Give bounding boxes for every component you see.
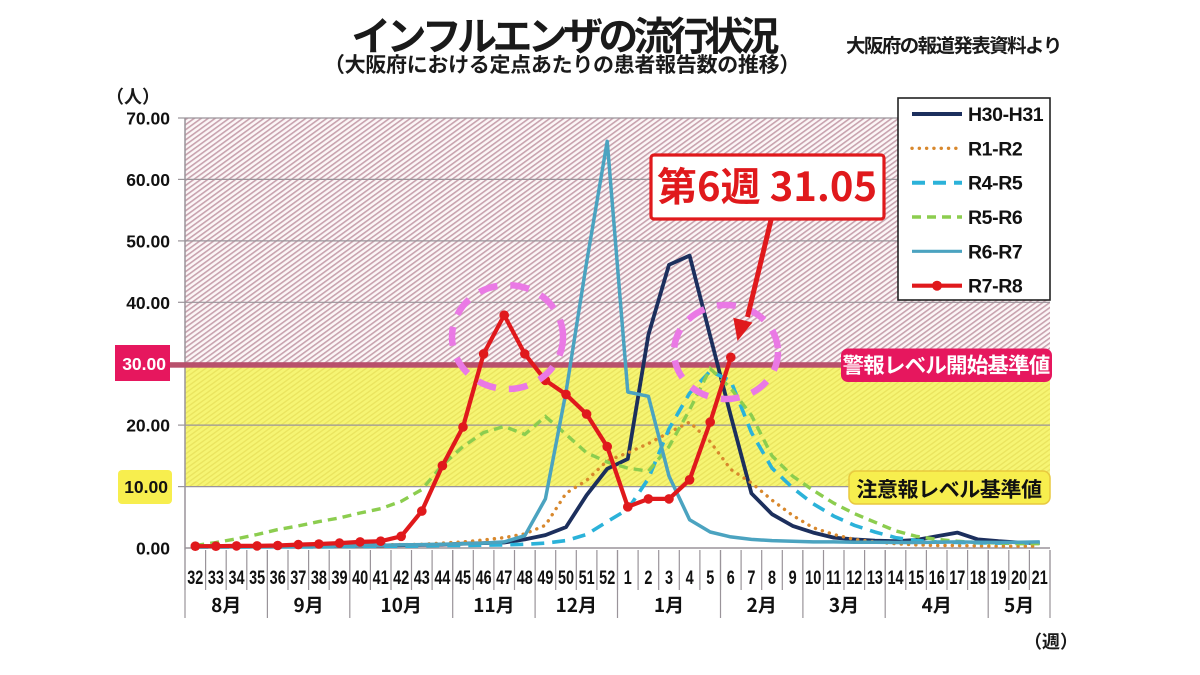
- svg-text:21: 21: [1032, 567, 1048, 588]
- svg-text:50.00: 50.00: [126, 231, 170, 251]
- svg-text:51: 51: [579, 567, 595, 588]
- svg-text:R7-R8: R7-R8: [968, 276, 1023, 298]
- svg-text:47: 47: [496, 567, 512, 588]
- svg-text:40: 40: [352, 567, 368, 588]
- svg-text:60.00: 60.00: [126, 170, 170, 190]
- svg-text:44: 44: [434, 567, 451, 588]
- svg-text:20.00: 20.00: [126, 416, 170, 436]
- svg-text:H30-H31: H30-H31: [968, 104, 1044, 126]
- svg-text:35: 35: [249, 567, 265, 588]
- svg-text:33: 33: [208, 567, 224, 588]
- svg-text:30.00: 30.00: [122, 354, 166, 374]
- svg-text:R4-R5: R4-R5: [968, 173, 1023, 195]
- svg-text:41: 41: [373, 567, 389, 588]
- svg-text:4: 4: [686, 567, 695, 588]
- svg-text:R5-R6: R5-R6: [968, 207, 1023, 229]
- svg-text:43: 43: [414, 567, 430, 588]
- svg-text:12: 12: [846, 567, 862, 588]
- svg-text:39: 39: [331, 567, 347, 588]
- svg-text:36: 36: [270, 567, 286, 588]
- svg-text:3: 3: [665, 567, 673, 588]
- svg-text:48: 48: [517, 567, 533, 588]
- svg-text:46: 46: [476, 567, 492, 588]
- svg-text:17: 17: [949, 567, 965, 588]
- svg-text:R6-R7: R6-R7: [968, 241, 1022, 263]
- svg-text:18: 18: [970, 567, 986, 588]
- svg-text:11: 11: [826, 567, 841, 588]
- svg-text:13: 13: [867, 567, 883, 588]
- svg-text:7: 7: [747, 567, 755, 588]
- svg-text:14: 14: [887, 567, 904, 588]
- svg-text:R1-R2: R1-R2: [968, 138, 1023, 160]
- svg-text:19: 19: [990, 567, 1006, 588]
- svg-text:50: 50: [558, 567, 574, 588]
- svg-text:2: 2: [644, 567, 652, 588]
- svg-text:38: 38: [311, 567, 327, 588]
- svg-text:16: 16: [929, 567, 945, 588]
- svg-text:20: 20: [1011, 567, 1027, 588]
- svg-text:45: 45: [455, 567, 471, 588]
- svg-text:1: 1: [624, 567, 632, 588]
- svg-text:34: 34: [228, 567, 245, 588]
- svg-text:9: 9: [789, 567, 797, 588]
- svg-text:37: 37: [290, 567, 306, 588]
- svg-text:52: 52: [599, 567, 615, 588]
- svg-text:0.00: 0.00: [136, 539, 170, 559]
- svg-text:70.00: 70.00: [126, 109, 170, 129]
- svg-text:10: 10: [805, 567, 821, 588]
- svg-text:32: 32: [187, 567, 203, 588]
- svg-text:5: 5: [706, 567, 714, 588]
- svg-text:42: 42: [393, 567, 409, 588]
- svg-text:6: 6: [727, 567, 735, 588]
- svg-text:8: 8: [768, 567, 776, 588]
- svg-text:15: 15: [908, 567, 924, 588]
- svg-text:49: 49: [537, 567, 553, 588]
- svg-text:40.00: 40.00: [126, 293, 170, 313]
- svg-text:10.00: 10.00: [124, 477, 168, 497]
